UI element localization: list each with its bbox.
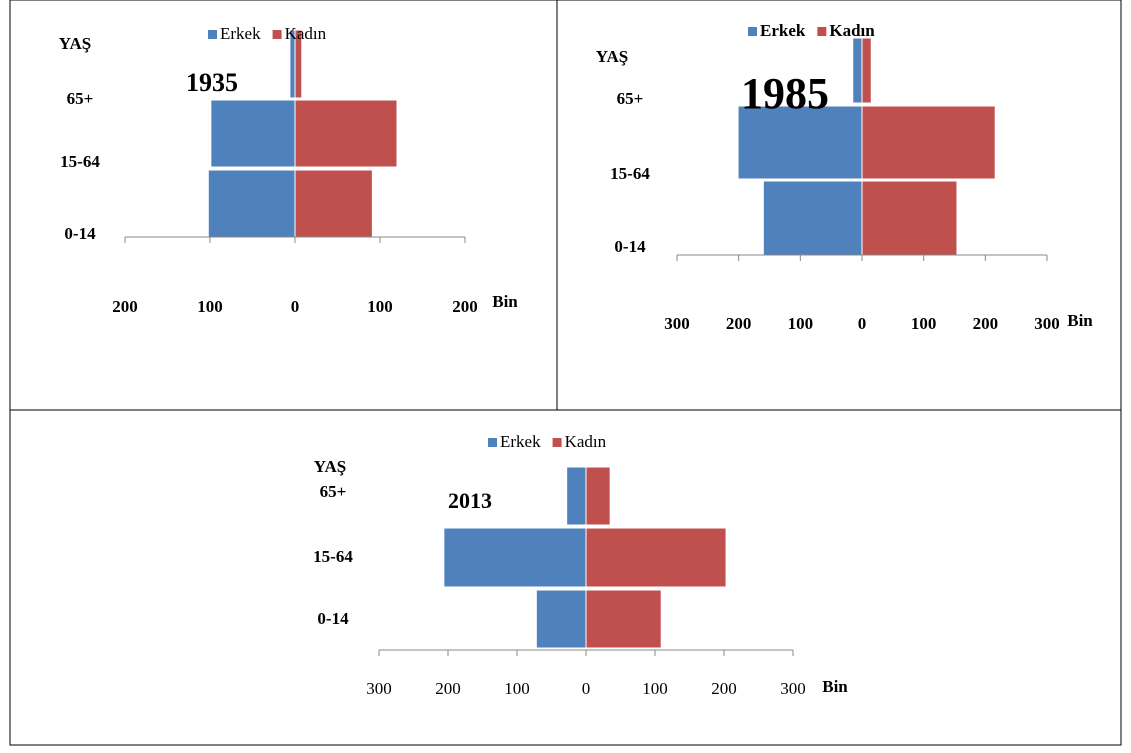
- bar: [294, 169, 373, 238]
- x-tick-label: 300: [1034, 314, 1060, 333]
- bar: [852, 37, 863, 104]
- x-tick-label: 200: [973, 314, 999, 333]
- bar: [294, 29, 303, 99]
- legend-swatch: [272, 30, 282, 39]
- x-tick-label: 200: [711, 679, 737, 698]
- x-tick-label: 100: [788, 314, 814, 333]
- legend-label: Kadın: [829, 21, 875, 40]
- category-label: 15-64: [610, 164, 650, 183]
- bar: [443, 527, 587, 588]
- x-tick-label: 0: [582, 679, 591, 698]
- legend-swatch: [208, 30, 217, 39]
- x-tick-label: 100: [367, 297, 393, 316]
- bar: [294, 99, 398, 168]
- chart-title: 1935: [186, 68, 238, 97]
- bar: [207, 169, 296, 238]
- x-tick-label: 100: [911, 314, 937, 333]
- bar: [861, 180, 958, 256]
- x-tick-label: 100: [504, 679, 530, 698]
- category-label: 15-64: [60, 152, 100, 171]
- bar: [210, 99, 296, 168]
- category-label: 65+: [67, 89, 94, 108]
- x-tick-label: 200: [112, 297, 138, 316]
- x-tick-label: 300: [780, 679, 806, 698]
- category-label: 0-14: [64, 224, 96, 243]
- category-label: 65+: [617, 89, 644, 108]
- bar: [861, 37, 872, 104]
- x-tick-label: 0: [291, 297, 300, 316]
- x-tick-label: 300: [664, 314, 690, 333]
- bar: [566, 466, 587, 526]
- legend-label: Kadın: [285, 24, 327, 43]
- bar: [737, 105, 863, 180]
- legend-swatch: [817, 27, 827, 36]
- x-tick-label: 300: [366, 679, 392, 698]
- chart-title: 1985: [741, 69, 829, 118]
- legend-label: Erkek: [500, 432, 541, 451]
- legend-label: Kadın: [565, 432, 607, 451]
- category-label: 15-64: [313, 547, 353, 566]
- x-axis-label: Bin: [492, 292, 518, 311]
- panel: [9, 409, 1122, 746]
- legend-label: Erkek: [220, 24, 261, 43]
- x-tick-label: 100: [197, 297, 223, 316]
- x-tick-label: 0: [858, 314, 867, 333]
- y-axis-label: YAŞ: [314, 457, 346, 476]
- bar: [585, 466, 611, 526]
- category-label: 0-14: [614, 237, 646, 256]
- y-axis-label: YAŞ: [59, 34, 91, 53]
- bar: [585, 589, 662, 649]
- bar: [585, 527, 727, 588]
- bar: [861, 105, 996, 180]
- x-tick-label: 200: [452, 297, 478, 316]
- category-label: 65+: [320, 482, 347, 501]
- legend-label: Erkek: [760, 21, 806, 40]
- x-tick-label: 100: [642, 679, 668, 698]
- x-tick-label: 200: [726, 314, 752, 333]
- bar: [535, 589, 587, 649]
- x-axis-label: Bin: [1067, 311, 1093, 330]
- legend-swatch: [748, 27, 757, 36]
- bar: [762, 180, 863, 256]
- x-tick-label: 200: [435, 679, 461, 698]
- legend-swatch: [552, 438, 562, 447]
- category-label: 0-14: [317, 609, 349, 628]
- x-axis-label: Bin: [822, 677, 848, 696]
- y-axis-label: YAŞ: [596, 47, 628, 66]
- legend-swatch: [488, 438, 497, 447]
- chart-title: 2013: [448, 488, 492, 513]
